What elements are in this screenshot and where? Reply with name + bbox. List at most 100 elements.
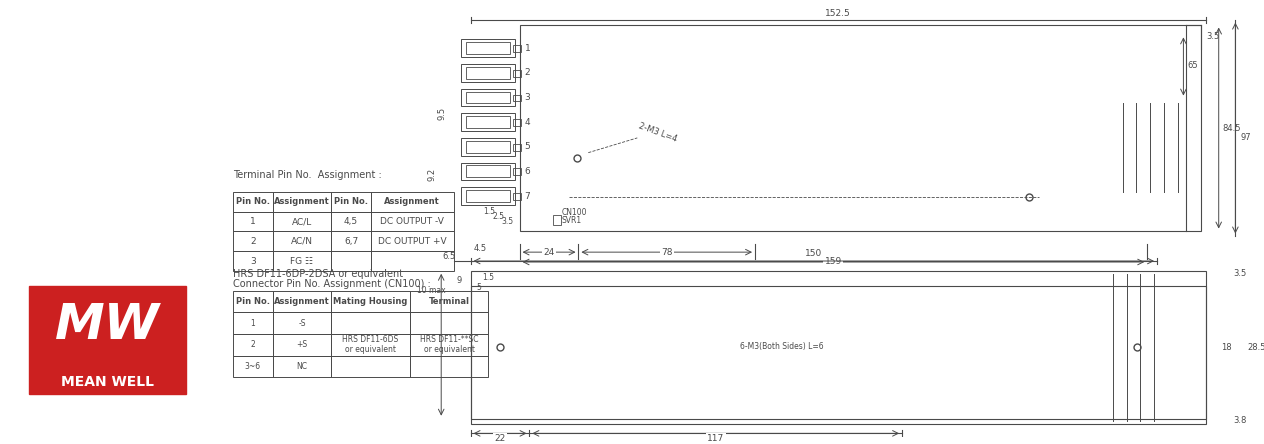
Bar bbox=[234, 212, 273, 231]
Text: Terminal Pin No.  Assignment :: Terminal Pin No. Assignment : bbox=[234, 170, 382, 180]
Bar bbox=[273, 251, 331, 271]
Text: 7: 7 bbox=[525, 191, 531, 201]
Text: 24: 24 bbox=[544, 248, 555, 257]
Bar bbox=[513, 193, 521, 200]
Text: 78: 78 bbox=[661, 248, 672, 257]
Text: NC: NC bbox=[297, 362, 307, 371]
Text: HRS DF11-**SC
or equivalent: HRS DF11-**SC or equivalent bbox=[420, 335, 478, 354]
Bar bbox=[520, 24, 1201, 231]
Text: 3.5: 3.5 bbox=[502, 217, 513, 226]
Bar bbox=[465, 67, 509, 79]
Text: CN100: CN100 bbox=[561, 208, 588, 217]
Bar bbox=[470, 285, 1206, 419]
Bar bbox=[410, 312, 488, 334]
Bar bbox=[461, 163, 514, 180]
Text: 6: 6 bbox=[525, 167, 531, 176]
Text: 9.5: 9.5 bbox=[437, 107, 446, 120]
Bar bbox=[461, 89, 514, 107]
Text: 65: 65 bbox=[1187, 61, 1198, 71]
Text: DC OUTPUT +V: DC OUTPUT +V bbox=[378, 237, 446, 246]
Text: 6,7: 6,7 bbox=[344, 237, 358, 246]
Bar bbox=[331, 312, 410, 334]
Text: 2-M3 L=4: 2-M3 L=4 bbox=[637, 122, 679, 144]
Text: 150: 150 bbox=[805, 249, 823, 258]
Text: Assignment: Assignment bbox=[274, 198, 330, 206]
Bar bbox=[331, 334, 410, 356]
Text: +S: +S bbox=[297, 340, 307, 349]
Text: 5: 5 bbox=[477, 283, 480, 292]
Text: Mating Housing: Mating Housing bbox=[334, 297, 408, 306]
Text: 22: 22 bbox=[494, 434, 506, 444]
Bar bbox=[234, 192, 273, 212]
Bar bbox=[331, 356, 410, 377]
Text: Connector Pin No. Assignment (CN100) :: Connector Pin No. Assignment (CN100) : bbox=[234, 278, 431, 289]
Text: 3.5: 3.5 bbox=[1234, 270, 1246, 278]
Bar bbox=[465, 42, 509, 54]
Bar bbox=[29, 285, 186, 394]
Text: SVR1: SVR1 bbox=[561, 216, 581, 225]
Bar bbox=[465, 91, 509, 103]
Text: 2: 2 bbox=[250, 237, 255, 246]
Text: 2.5: 2.5 bbox=[493, 212, 504, 221]
Text: 3: 3 bbox=[250, 257, 255, 266]
Bar bbox=[273, 356, 331, 377]
Bar bbox=[331, 212, 370, 231]
Text: Pin No.: Pin No. bbox=[236, 297, 270, 306]
Text: Assignment: Assignment bbox=[384, 198, 440, 206]
Text: 1: 1 bbox=[525, 44, 531, 53]
Text: 97: 97 bbox=[1240, 133, 1251, 143]
Bar bbox=[465, 190, 509, 202]
Bar bbox=[370, 231, 454, 251]
Text: MW: MW bbox=[56, 301, 161, 349]
Bar bbox=[370, 212, 454, 231]
Bar bbox=[370, 251, 454, 271]
Text: FG ☷: FG ☷ bbox=[291, 257, 313, 266]
Text: MEAN WELL: MEAN WELL bbox=[62, 375, 154, 389]
Text: Pin No.: Pin No. bbox=[334, 198, 368, 206]
Text: 18: 18 bbox=[1221, 343, 1231, 352]
Bar bbox=[470, 271, 1206, 424]
Bar bbox=[513, 168, 521, 175]
Bar bbox=[331, 251, 370, 271]
Text: 84.5: 84.5 bbox=[1222, 123, 1241, 133]
Text: 152.5: 152.5 bbox=[825, 9, 851, 18]
Bar bbox=[410, 356, 488, 377]
Text: 10 max: 10 max bbox=[417, 286, 446, 295]
Bar bbox=[234, 290, 273, 312]
Bar bbox=[461, 113, 514, 131]
Bar bbox=[273, 312, 331, 334]
Text: -S: -S bbox=[298, 318, 306, 328]
Bar bbox=[552, 215, 561, 225]
Bar bbox=[513, 144, 521, 151]
Text: 3: 3 bbox=[525, 93, 531, 102]
Text: 5: 5 bbox=[525, 142, 531, 151]
Text: 6-M3(Both Sides) L=6: 6-M3(Both Sides) L=6 bbox=[741, 342, 824, 351]
Text: HRS DF11-6DP-2DSA or equivalent: HRS DF11-6DP-2DSA or equivalent bbox=[234, 269, 403, 279]
Text: 3.5: 3.5 bbox=[1206, 32, 1220, 41]
Bar bbox=[461, 64, 514, 82]
Bar bbox=[513, 70, 521, 77]
Text: Terminal: Terminal bbox=[428, 297, 469, 306]
Text: 1.5: 1.5 bbox=[483, 207, 495, 216]
Bar bbox=[461, 187, 514, 205]
Bar bbox=[465, 166, 509, 177]
Text: 6.5: 6.5 bbox=[442, 252, 456, 261]
Bar bbox=[234, 356, 273, 377]
Bar bbox=[410, 334, 488, 356]
Bar bbox=[513, 95, 521, 101]
Bar bbox=[273, 212, 331, 231]
Bar bbox=[461, 40, 514, 57]
Bar bbox=[461, 138, 514, 155]
Text: 1.5: 1.5 bbox=[483, 273, 494, 282]
Text: DC OUTPUT -V: DC OUTPUT -V bbox=[380, 217, 444, 226]
Text: 28.5: 28.5 bbox=[1248, 343, 1264, 352]
Text: 9.2: 9.2 bbox=[427, 168, 436, 182]
Bar bbox=[331, 290, 410, 312]
Bar bbox=[234, 231, 273, 251]
Text: 4,5: 4,5 bbox=[344, 217, 358, 226]
Text: 159: 159 bbox=[825, 258, 842, 266]
Bar bbox=[273, 290, 331, 312]
Text: 3.8: 3.8 bbox=[1234, 416, 1246, 425]
Text: Assignment: Assignment bbox=[274, 297, 330, 306]
Bar bbox=[331, 192, 370, 212]
